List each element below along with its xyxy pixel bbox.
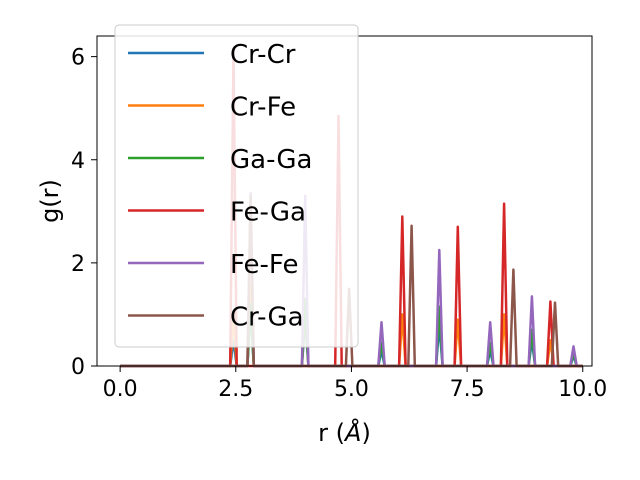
x-tick-label: 2.5	[218, 377, 253, 402]
x-tick-label: 5.0	[334, 377, 369, 402]
legend-label-cr-ga: Cr-Ga	[230, 303, 304, 333]
y-tick-label: 0	[71, 355, 85, 380]
x-tick-label: 0.0	[103, 377, 138, 402]
x-tick-label: 7.5	[450, 377, 485, 402]
legend-box	[114, 24, 359, 348]
y-axis: 0 2 4 6	[71, 46, 97, 380]
y-axis-label: g(r)	[36, 179, 64, 223]
y-tick-label: 2	[71, 252, 85, 277]
legend-label-cr-fe: Cr-Fe	[230, 93, 296, 123]
legend: Cr-Cr Cr-Fe Ga-Ga Fe-Ga Fe-Fe Cr-Ga	[114, 24, 359, 348]
y-tick-label: 4	[71, 149, 85, 174]
legend-label-fe-fe: Fe-Fe	[230, 250, 298, 280]
x-axis: 0.0 2.5 5.0 7.5 10.0	[103, 366, 607, 402]
x-axis-label: r (Å)	[318, 418, 371, 447]
x-tick-label: 10.0	[558, 377, 607, 402]
legend-label-cr-cr: Cr-Cr	[230, 40, 296, 70]
legend-label-ga-ga: Ga-Ga	[230, 145, 313, 175]
y-tick-label: 6	[71, 46, 85, 71]
legend-label-fe-ga: Fe-Ga	[230, 198, 306, 228]
